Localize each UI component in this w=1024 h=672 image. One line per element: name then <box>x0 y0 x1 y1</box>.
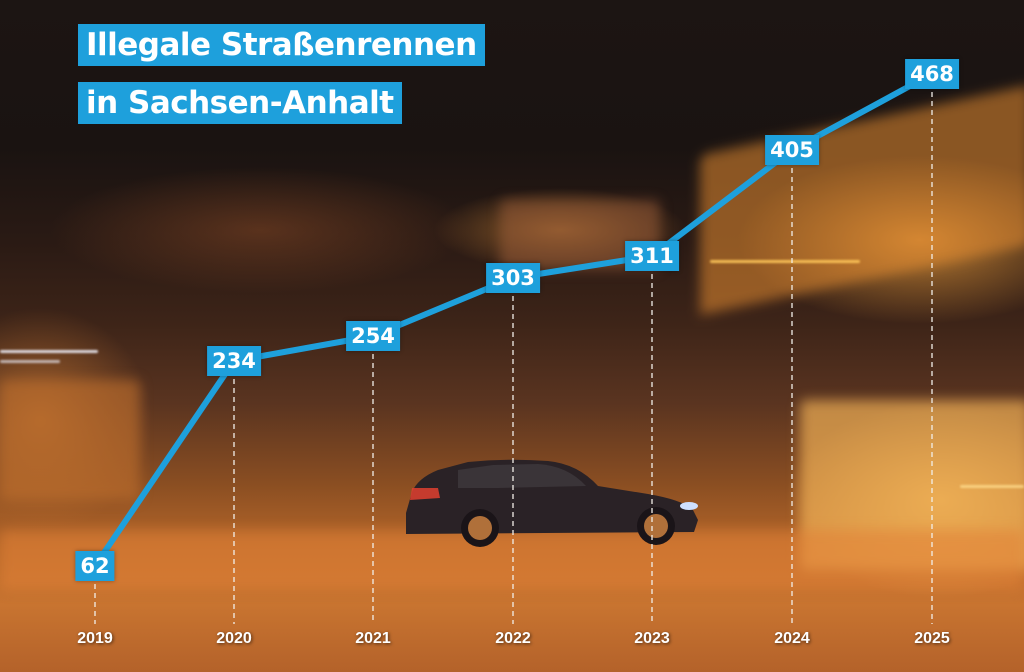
light-blur <box>0 530 1024 590</box>
x-tick-2024: 2024 <box>774 630 810 647</box>
dashed-guides <box>94 74 933 624</box>
x-tick-2022: 2022 <box>495 630 531 647</box>
data-label-2025: 468 <box>905 59 959 89</box>
light-streak <box>0 350 98 353</box>
data-label-2021: 254 <box>346 321 400 351</box>
light-streak <box>710 260 860 263</box>
chart-title-line-1: Illegale Straßenrennen <box>78 24 485 66</box>
data-label-2023: 311 <box>625 241 679 271</box>
x-tick-2023: 2023 <box>634 630 670 647</box>
car-image <box>406 459 698 547</box>
x-tick-2021: 2021 <box>355 630 391 647</box>
light-streak <box>0 360 60 363</box>
light-blur <box>0 380 140 500</box>
x-tick-2020: 2020 <box>216 630 252 647</box>
data-label-2024: 405 <box>765 135 819 165</box>
data-label-2022: 303 <box>486 263 540 293</box>
x-tick-2019: 2019 <box>77 630 113 647</box>
data-label-2019: 62 <box>75 551 115 581</box>
chart-title-line-2: in Sachsen-Anhalt <box>78 82 402 124</box>
light-streak <box>960 485 1024 488</box>
data-label-2020: 234 <box>207 346 261 376</box>
x-tick-2025: 2025 <box>914 630 950 647</box>
